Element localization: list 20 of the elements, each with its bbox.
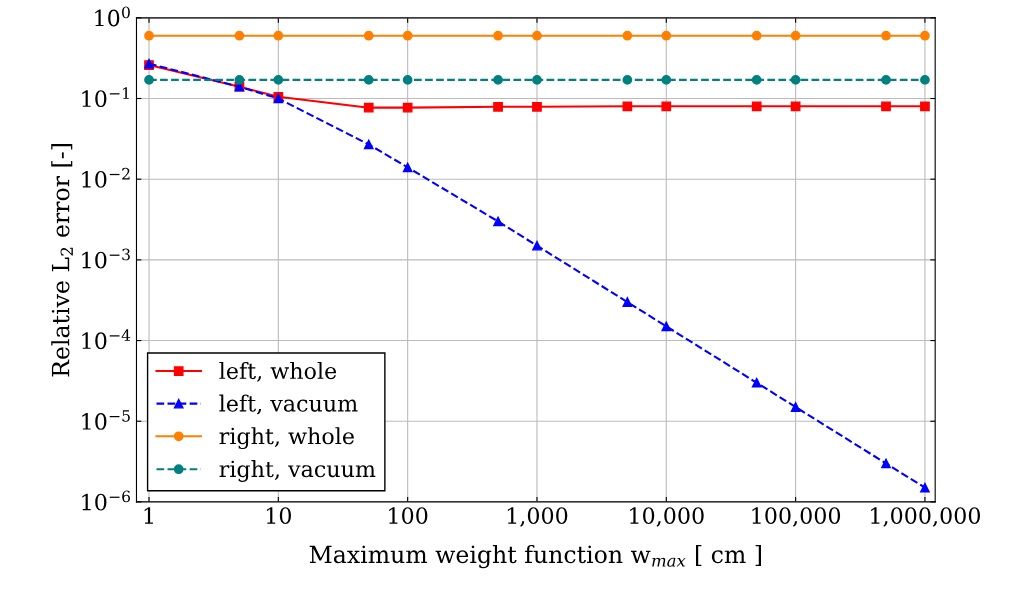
- x-tick-label: 100: [389, 507, 428, 524]
- x-axis-title: Maximum weight function w$_{max}$ [ cm ]: [309, 544, 761, 569]
- legend-label: left, vacuum: [219, 394, 358, 415]
- x-tick-label: 10,000: [630, 507, 704, 527]
- x-tick-label: 1,000: [507, 507, 568, 527]
- x-tick-label: 1,000,000: [871, 507, 981, 527]
- legend-label: right, vacuum: [219, 460, 376, 482]
- y-tick-label: 10$^{−1}$: [82, 87, 129, 108]
- y-tick-label: 10$^{−6}$: [82, 490, 131, 511]
- y-tick-label: 10$^{−2}$: [82, 167, 130, 188]
- x-tick-label: 1: [144, 507, 153, 524]
- y-tick-label: 10$^{0}$: [95, 6, 130, 27]
- y-tick-label: 10$^{−5}$: [82, 410, 130, 430]
- y-axis-title: Relative L$_{2}$ error [-]: [51, 144, 73, 377]
- x-tick-label: 10: [266, 507, 291, 524]
- legend-label: left, whole: [219, 361, 337, 382]
- y-tick-label: 10$^{−3}$: [82, 248, 130, 269]
- legend-label: right, whole: [219, 427, 354, 449]
- x-tick-label: 100,000: [752, 507, 841, 527]
- y-tick-label: 10$^{−4}$: [82, 329, 131, 350]
